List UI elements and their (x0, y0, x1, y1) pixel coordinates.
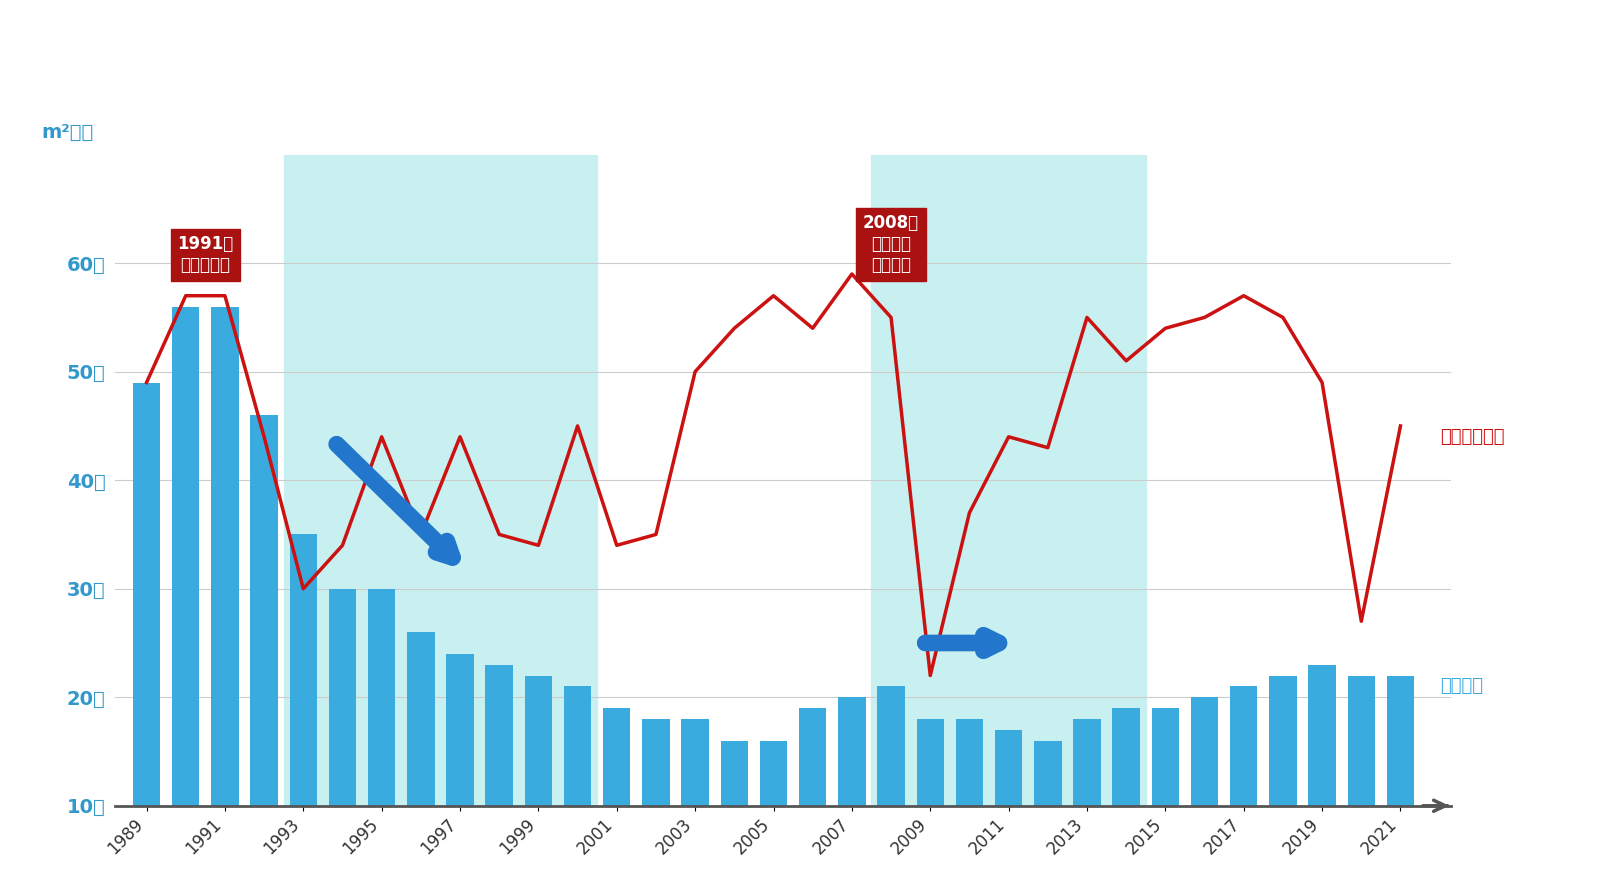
Bar (485, 665, 514, 891)
Bar (798, 708, 827, 891)
Bar (133, 382, 160, 891)
Bar (682, 719, 709, 891)
Bar (250, 415, 278, 891)
Bar (1190, 698, 1218, 891)
Bar (1230, 686, 1258, 891)
Bar (760, 740, 787, 891)
Bar (446, 654, 474, 891)
Bar (872, 155, 1146, 805)
Bar (917, 719, 944, 891)
Bar (1387, 675, 1414, 891)
Bar (877, 686, 904, 891)
Bar (720, 740, 749, 891)
Bar (603, 708, 630, 891)
Bar (173, 307, 200, 891)
Bar (406, 632, 435, 891)
Bar (368, 589, 395, 891)
Bar (563, 686, 592, 891)
Bar (1152, 708, 1179, 891)
Bar (1074, 719, 1101, 891)
Text: 公示地価: 公示地価 (1440, 677, 1483, 695)
Bar (995, 730, 1022, 891)
Bar (1347, 675, 1374, 891)
Text: 景気動向指数: 景気動向指数 (1440, 428, 1504, 446)
Bar (955, 719, 982, 891)
Bar (328, 589, 357, 891)
Text: 全国平均公示価格＆景気動向指数の推移: 全国平均公示価格＆景気動向指数の推移 (690, 64, 942, 87)
Bar (1112, 708, 1139, 891)
Bar (1309, 665, 1336, 891)
Bar (838, 698, 866, 891)
Text: 1991年
バブル崩壊: 1991年 バブル崩壊 (178, 235, 234, 274)
Bar (290, 535, 317, 891)
Bar (525, 675, 552, 891)
Bar (1269, 675, 1296, 891)
Bar (211, 307, 238, 891)
Text: 2008年
リーマン
ショック: 2008年 リーマン ショック (862, 215, 918, 274)
Bar (1034, 740, 1061, 891)
Bar (283, 155, 597, 805)
Bar (642, 719, 670, 891)
Text: m²単価: m²単価 (42, 123, 94, 142)
